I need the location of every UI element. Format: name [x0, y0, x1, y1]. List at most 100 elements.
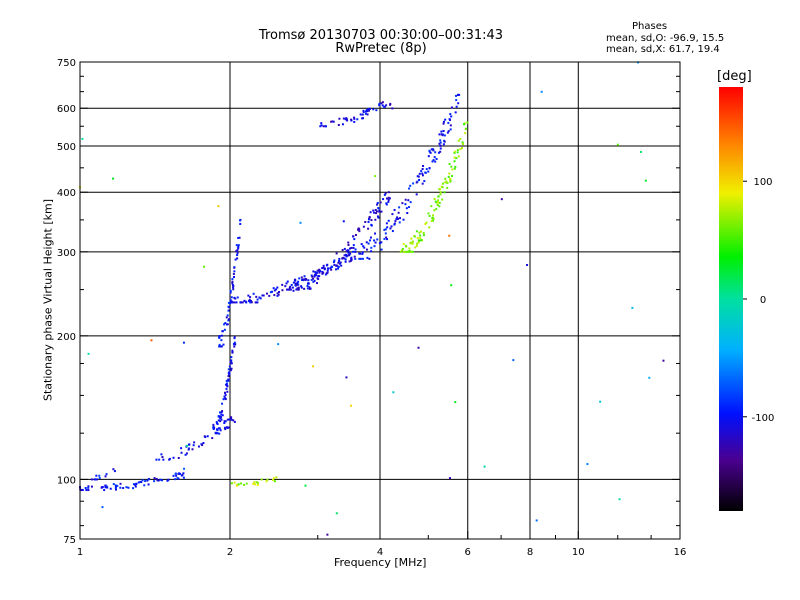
data-point [354, 248, 357, 251]
data-point [224, 391, 227, 394]
data-point [345, 253, 348, 256]
data-point [225, 382, 228, 385]
data-point [586, 463, 589, 466]
data-point [317, 275, 320, 278]
data-point [442, 120, 445, 123]
data-point [427, 212, 430, 215]
data-point [359, 113, 362, 116]
data-point [230, 362, 233, 365]
data-point [337, 265, 340, 268]
data-point [397, 217, 400, 220]
data-point [312, 277, 315, 280]
data-point [168, 458, 171, 461]
data-point [233, 341, 236, 344]
data-point [444, 177, 447, 180]
data-point [414, 246, 417, 249]
data-point [366, 256, 369, 259]
data-point [175, 474, 178, 477]
data-point [297, 280, 300, 283]
data-point [368, 239, 371, 242]
y-tick-label-500: 500 [57, 142, 76, 153]
data-point [362, 117, 365, 120]
data-point [295, 288, 298, 291]
data-point [245, 482, 248, 485]
data-point [387, 219, 390, 222]
data-point [432, 214, 435, 217]
y-tick-label-200: 200 [57, 332, 76, 343]
data-point [305, 278, 308, 281]
data-point [338, 257, 341, 260]
data-point [183, 467, 186, 470]
data-point [227, 426, 230, 429]
data-point [439, 191, 442, 194]
data-point [143, 484, 146, 487]
data-point [315, 271, 318, 274]
data-point [359, 252, 362, 255]
data-point [440, 130, 443, 133]
data-point [438, 142, 441, 145]
data-point [272, 287, 275, 290]
data-point [352, 244, 355, 247]
data-point [443, 140, 446, 143]
data-point [268, 294, 271, 297]
data-point [346, 119, 349, 122]
data-point [141, 479, 144, 482]
data-point [336, 267, 339, 270]
data-point [363, 246, 366, 249]
data-point [160, 453, 163, 456]
data-point [442, 129, 445, 132]
data-point [262, 294, 265, 297]
data-point [433, 156, 436, 159]
data-point [398, 221, 401, 224]
data-point [401, 202, 404, 205]
data-point [540, 90, 543, 93]
data-point [312, 270, 315, 273]
data-point [227, 318, 230, 321]
data-point [132, 483, 135, 486]
data-point [313, 279, 316, 282]
data-point [349, 247, 352, 250]
data-point [322, 264, 325, 267]
data-point [296, 287, 299, 290]
data-point [156, 479, 159, 482]
data-point [453, 150, 456, 153]
data-point [408, 249, 411, 252]
data-point [219, 417, 222, 420]
data-point [343, 247, 346, 250]
data-point [373, 239, 376, 242]
data-point [326, 269, 329, 272]
data-point [415, 244, 418, 247]
data-point [415, 230, 418, 233]
data-point [162, 458, 165, 461]
data-point [446, 131, 449, 134]
data-point [266, 292, 269, 295]
data-point [284, 285, 287, 288]
data-point [125, 486, 128, 489]
data-point [197, 445, 200, 448]
data-point [247, 300, 250, 303]
data-point [367, 107, 370, 110]
data-point [228, 372, 231, 375]
data-point [343, 254, 346, 257]
data-point [375, 210, 378, 213]
data-point [252, 292, 255, 295]
data-point [229, 369, 232, 372]
data-point [321, 267, 324, 270]
phases-stats-o-mode: mean, sd,O: -96.9, 15.5 [606, 33, 725, 44]
data-point [411, 242, 414, 245]
data-point [104, 475, 107, 478]
data-point [337, 123, 340, 126]
data-point [370, 250, 373, 253]
data-point [229, 301, 232, 304]
data-point [428, 150, 431, 153]
data-point [266, 478, 269, 481]
data-point [419, 230, 422, 233]
data-point [225, 323, 228, 326]
data-point [432, 159, 435, 162]
data-point [226, 384, 229, 387]
data-point [322, 125, 325, 128]
data-point [225, 383, 228, 386]
data-point [350, 404, 353, 407]
y-tick-label-75: 75 [63, 535, 76, 546]
data-point [281, 289, 284, 292]
